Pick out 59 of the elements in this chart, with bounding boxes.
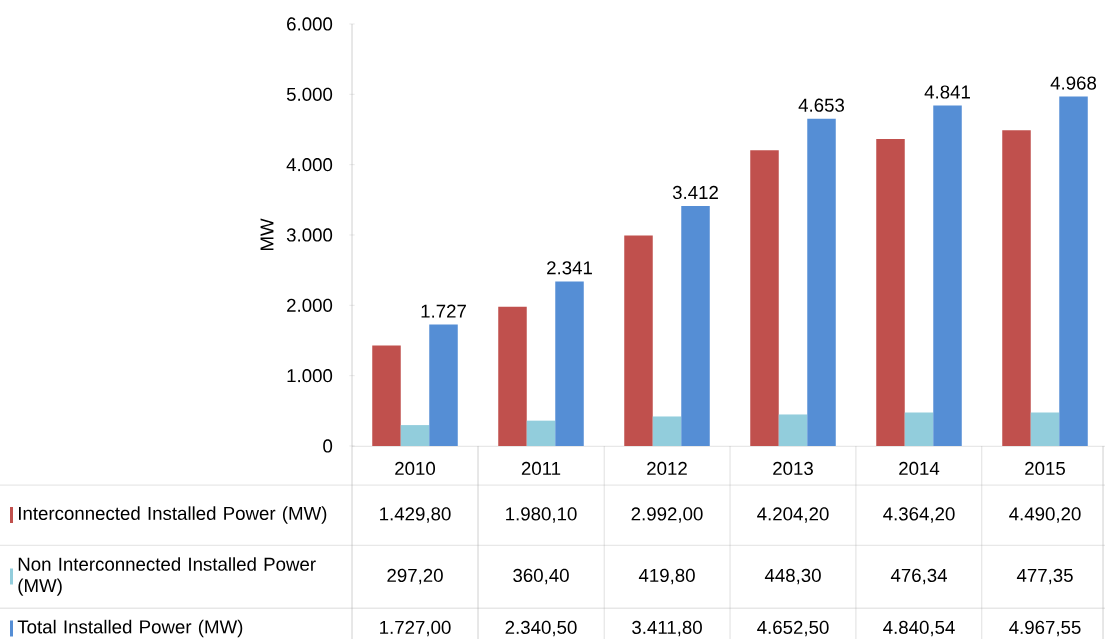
annotation: 4.841: [924, 85, 970, 99]
bar: [400, 425, 430, 446]
bar: [1002, 130, 1031, 446]
data-label: 3.411,80: [632, 620, 702, 637]
data-label: 448,30: [764, 568, 821, 585]
data-label: 4.364,20: [883, 507, 955, 523]
data-label: 1.429,80: [380, 507, 451, 523]
bar: [555, 281, 584, 446]
x-tick-label: 2015: [1025, 461, 1065, 476]
y-tick-label: 5.000: [286, 87, 333, 101]
data-label: 1.727,00: [380, 620, 451, 637]
bar: [652, 416, 682, 446]
bar: [1030, 412, 1060, 446]
data-label: 419,80: [638, 568, 695, 585]
y-axis-title: MW: [260, 218, 274, 251]
bar: [807, 118, 836, 446]
bar: [778, 414, 808, 446]
bar: [429, 324, 458, 446]
y-tick-label: 4.000: [286, 158, 333, 172]
data-label: 4.490,20: [1009, 507, 1081, 523]
annotation: 3.412: [672, 185, 718, 200]
y-tick-label: 2.000: [287, 298, 333, 312]
bar: [372, 345, 401, 446]
bar: [681, 206, 710, 446]
x-tick-label: 2010: [395, 461, 436, 476]
bar: [933, 105, 962, 446]
y-tick-label: 6.000: [287, 17, 333, 31]
y-tick-label: 0: [323, 439, 333, 453]
data-label: 477,35: [1016, 568, 1073, 585]
data-label: 2.992,00: [631, 507, 703, 523]
legend-label: Non Interconnected Installed Power (MW): [18, 557, 316, 596]
data-label: 4.652,50: [757, 620, 829, 637]
bar: [876, 139, 905, 446]
data-label: 4.204,20: [757, 507, 829, 523]
bar: [624, 235, 653, 446]
data-label: 4.840,54: [883, 620, 955, 637]
bar: [526, 420, 556, 446]
data-label: 1.980,10: [506, 507, 577, 523]
bar: [1059, 96, 1088, 446]
annotation: 1.727: [421, 304, 466, 318]
y-tick-label: 3.000: [286, 228, 333, 242]
data-label: 4.967,55: [1009, 620, 1081, 637]
x-tick-label: 2011: [521, 461, 561, 476]
legend-label: Total Installed Power (MW): [17, 619, 243, 638]
y-tick-label: 1.000: [287, 369, 333, 383]
annotation: 4.653: [798, 98, 845, 112]
data-label: 2.340,50: [505, 620, 577, 637]
x-tick-label: 2013: [773, 461, 813, 476]
legend-label: Interconnected Installed Power (MW): [18, 506, 327, 524]
annotation: 4.968: [1050, 76, 1097, 90]
bar: [904, 412, 934, 446]
data-label: 297,20: [387, 568, 443, 585]
data-label: 476,34: [890, 568, 947, 585]
bar: [750, 150, 779, 446]
x-tick-label: 2012: [647, 461, 687, 476]
data-label: 360,40: [513, 568, 569, 585]
x-tick-label: 2014: [899, 461, 940, 476]
annotation: 2.341: [547, 261, 592, 275]
bar: [498, 306, 527, 446]
